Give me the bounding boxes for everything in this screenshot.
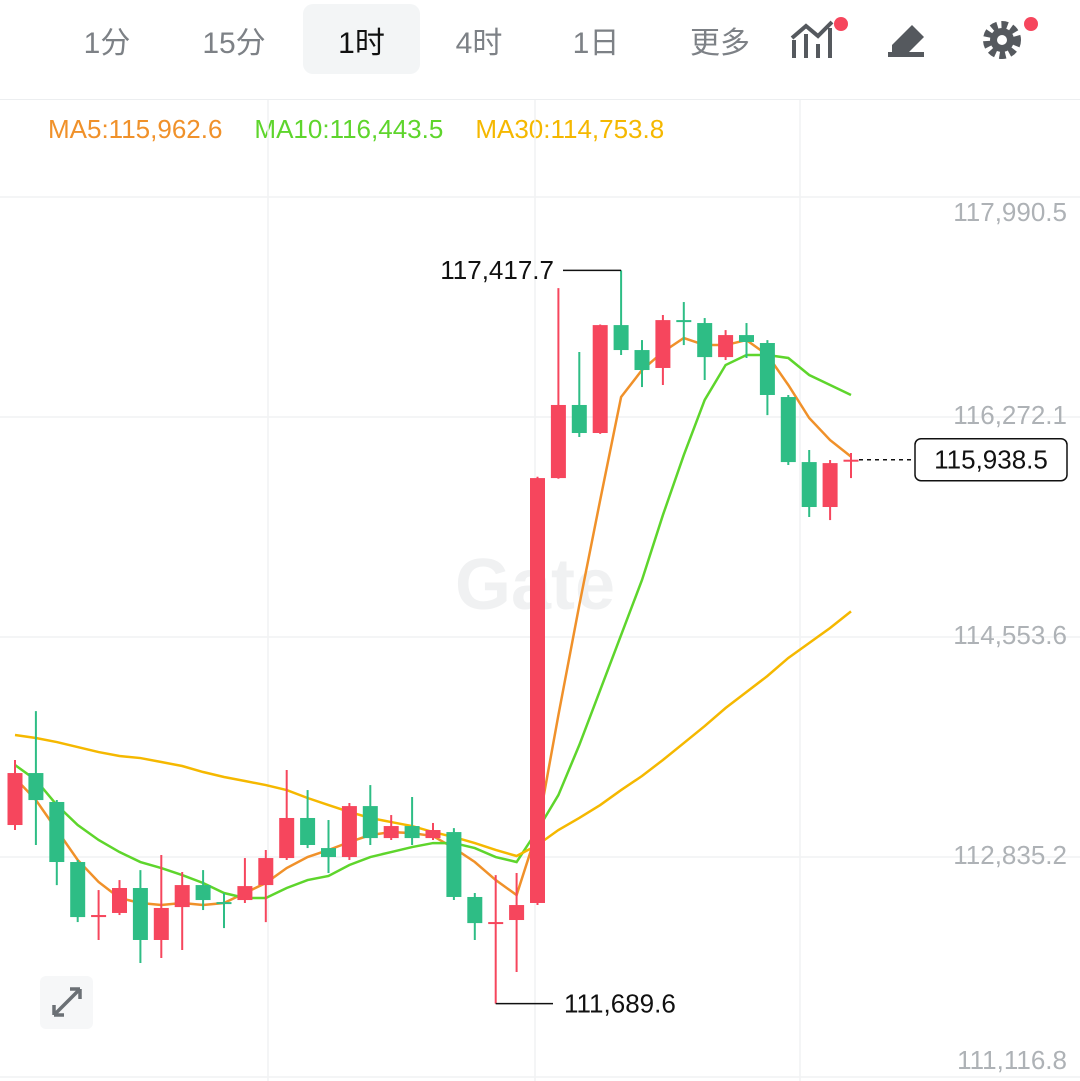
candle-body bbox=[49, 801, 65, 863]
expand-button[interactable] bbox=[40, 976, 93, 1029]
candle-body bbox=[718, 335, 734, 358]
candle-body bbox=[801, 462, 817, 508]
candle-body bbox=[509, 905, 525, 921]
y-tick-label: 112,835.2 bbox=[953, 840, 1067, 870]
candle-body bbox=[132, 888, 148, 940]
candle-body bbox=[530, 478, 545, 903]
candle-body bbox=[613, 325, 629, 351]
timeframe-tab[interactable]: 4时 bbox=[455, 27, 503, 60]
candle-body bbox=[655, 320, 671, 368]
timeframe-tab[interactable]: 1日 bbox=[572, 27, 620, 60]
y-tick-label: 116,272.1 bbox=[953, 400, 1067, 430]
timeframe-tab[interactable]: 1分 bbox=[83, 27, 131, 60]
low-label: 111,689.6 bbox=[564, 989, 676, 1019]
timeframe-tab[interactable]: 1时 bbox=[303, 4, 420, 74]
candle-body bbox=[550, 404, 566, 479]
candle-body bbox=[759, 343, 775, 395]
plot bbox=[7, 270, 859, 1004]
ma-line bbox=[14, 336, 852, 907]
candle-body bbox=[383, 826, 399, 839]
candle-body bbox=[488, 922, 504, 925]
toolbar: 1分 15分 1时 4时 1日 更多 bbox=[0, 0, 1080, 100]
candle-body bbox=[216, 902, 232, 905]
legend-entry: MA10:116,443.5 bbox=[254, 114, 444, 144]
candle-body bbox=[91, 915, 107, 918]
candle-body bbox=[28, 773, 44, 801]
candle-body bbox=[258, 858, 274, 886]
pen-base bbox=[888, 52, 924, 57]
candle-body bbox=[739, 335, 754, 342]
ma-line bbox=[14, 610, 852, 858]
candle-body bbox=[112, 888, 127, 913]
candle-body bbox=[697, 323, 713, 358]
candle-body bbox=[467, 896, 483, 924]
y-tick-label: 111,116.8 bbox=[957, 1045, 1067, 1075]
candle-body bbox=[279, 817, 295, 859]
candle-body bbox=[843, 459, 859, 462]
candle-body bbox=[446, 832, 462, 897]
candle-body bbox=[195, 885, 211, 901]
draw-icon[interactable] bbox=[888, 25, 924, 57]
legend-entry: MA5:115,962.6 bbox=[48, 114, 223, 144]
gear bbox=[983, 21, 1021, 59]
y-tick-label: 114,553.6 bbox=[953, 620, 1067, 650]
expand-glyph bbox=[52, 987, 82, 1017]
candle-body bbox=[153, 907, 169, 940]
candle-body bbox=[237, 886, 253, 901]
candle-body bbox=[70, 862, 86, 918]
badge bbox=[1024, 17, 1038, 31]
pen-glyph bbox=[892, 25, 924, 57]
legend-entry: MA30:114,753.8 bbox=[475, 114, 665, 144]
indicator-icon[interactable] bbox=[790, 17, 848, 58]
candle-body bbox=[174, 885, 190, 908]
legend: MA5:115,962.6 MA10:116,443.5 MA30:114,753.… bbox=[48, 114, 664, 145]
gear-hole bbox=[997, 35, 1007, 45]
candle-body bbox=[404, 826, 420, 839]
candle-body bbox=[321, 848, 336, 858]
candle-body bbox=[7, 773, 23, 826]
last-price-box bbox=[914, 437, 1068, 482]
timeframe-tab[interactable]: 15分 bbox=[202, 27, 266, 60]
candle-body bbox=[822, 463, 838, 508]
candle-body bbox=[676, 320, 692, 323]
candle-body bbox=[592, 325, 608, 434]
badge bbox=[834, 17, 848, 31]
last-price-label: 115,938.5 bbox=[934, 445, 1048, 475]
candle-body bbox=[341, 806, 357, 858]
candle-body bbox=[362, 806, 378, 839]
high-label: 117,417.7 bbox=[440, 255, 554, 285]
candle-body bbox=[300, 817, 316, 845]
indicator-glyph bbox=[790, 20, 834, 58]
timeframe-tab[interactable]: 更多 bbox=[690, 27, 750, 60]
candle-body bbox=[634, 350, 650, 371]
y-tick-label: 117,990.5 bbox=[953, 197, 1067, 227]
ma-line bbox=[14, 353, 852, 900]
candle-body bbox=[571, 404, 587, 434]
settings-icon[interactable] bbox=[983, 17, 1038, 59]
candle-body bbox=[425, 830, 441, 839]
candle-body bbox=[780, 397, 796, 463]
icons bbox=[40, 17, 1038, 1029]
